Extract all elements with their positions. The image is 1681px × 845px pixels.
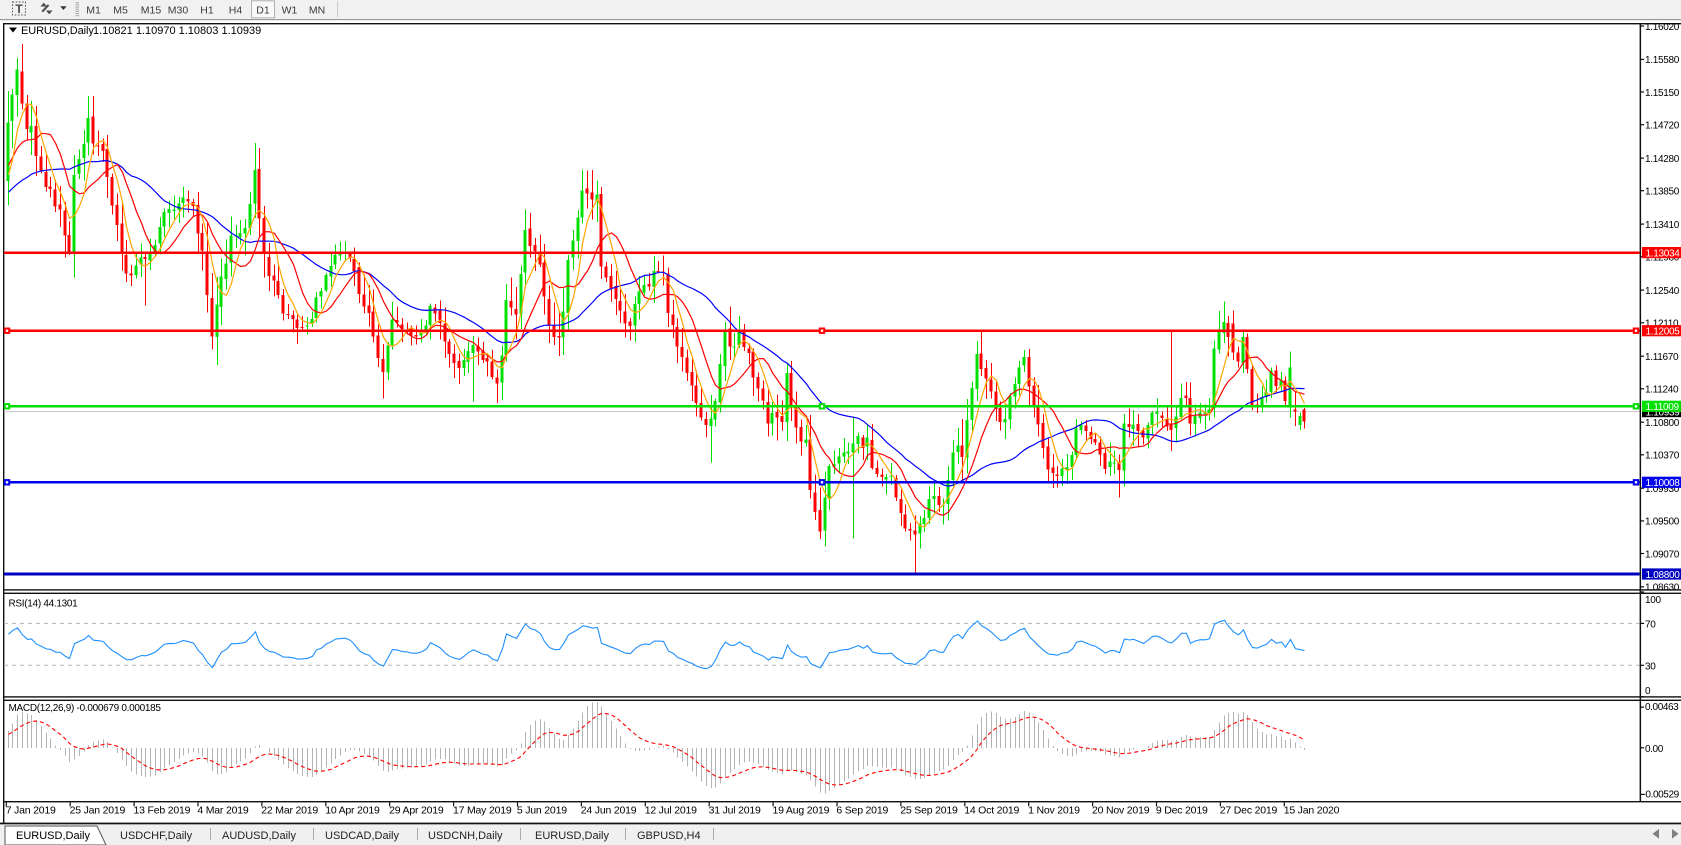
- svg-text:1.14280: 1.14280: [1645, 154, 1680, 165]
- svg-text:D1: D1: [256, 5, 270, 17]
- svg-text:30: 30: [1645, 661, 1656, 672]
- svg-text:1.08630: 1.08630: [1645, 583, 1680, 594]
- svg-text:19 Aug 2019: 19 Aug 2019: [773, 805, 830, 817]
- svg-text:EURUSD,Daily: EURUSD,Daily: [535, 830, 609, 842]
- svg-text:1.15150: 1.15150: [1645, 88, 1680, 99]
- svg-text:MACD(12,26,9) -0.000679 0.0001: MACD(12,26,9) -0.000679 0.000185: [9, 703, 162, 714]
- svg-text:1.10821 1.10970 1.10803 1.1093: 1.10821 1.10970 1.10803 1.10939: [93, 25, 261, 37]
- svg-text:1.09930: 1.09930: [1645, 484, 1680, 495]
- svg-text:M1: M1: [86, 5, 101, 17]
- svg-text:1.16020: 1.16020: [1645, 22, 1680, 33]
- svg-text:9 Dec 2019: 9 Dec 2019: [1156, 805, 1208, 817]
- svg-text:15 Jan 2020: 15 Jan 2020: [1284, 805, 1340, 817]
- svg-text:27 Dec 2019: 27 Dec 2019: [1220, 805, 1278, 817]
- svg-text:RSI(14) 44.1301: RSI(14) 44.1301: [9, 599, 79, 610]
- svg-text:USDCHF,Daily: USDCHF,Daily: [120, 830, 193, 842]
- svg-text:24 Jun 2019: 24 Jun 2019: [581, 805, 637, 817]
- svg-text:22 Mar 2019: 22 Mar 2019: [261, 805, 318, 817]
- svg-text:1 Nov 2019: 1 Nov 2019: [1028, 805, 1080, 817]
- svg-text:-0.00529: -0.00529: [1643, 790, 1680, 801]
- svg-text:5 Jun 2019: 5 Jun 2019: [517, 805, 567, 817]
- svg-text:EURUSD,Daily: EURUSD,Daily: [21, 25, 94, 37]
- svg-text:1.13410: 1.13410: [1645, 220, 1680, 231]
- svg-text:1.15580: 1.15580: [1645, 55, 1680, 66]
- svg-text:USDCNH,Daily: USDCNH,Daily: [428, 830, 503, 842]
- svg-text:1.13850: 1.13850: [1645, 187, 1680, 198]
- svg-text:0.00: 0.00: [1645, 744, 1664, 755]
- svg-text:20 Nov 2019: 20 Nov 2019: [1092, 805, 1150, 817]
- svg-text:1.13034: 1.13034: [1646, 249, 1681, 260]
- svg-text:10 Apr 2019: 10 Apr 2019: [325, 805, 380, 817]
- svg-text:17 May 2019: 17 May 2019: [453, 805, 512, 817]
- svg-text:M15: M15: [141, 5, 162, 17]
- svg-text:1.12005: 1.12005: [1646, 327, 1681, 338]
- svg-text:1.10008: 1.10008: [1646, 478, 1681, 489]
- svg-text:1.14720: 1.14720: [1645, 121, 1680, 132]
- svg-text:13 Feb 2019: 13 Feb 2019: [134, 805, 191, 817]
- svg-text:H4: H4: [229, 5, 243, 17]
- svg-text:12 Jul 2019: 12 Jul 2019: [645, 805, 697, 817]
- svg-text:1.11240: 1.11240: [1645, 385, 1679, 396]
- svg-text:29 Apr 2019: 29 Apr 2019: [389, 805, 444, 817]
- svg-text:25 Jan 2019: 25 Jan 2019: [70, 805, 126, 817]
- svg-text:1.08800: 1.08800: [1646, 570, 1681, 581]
- svg-text:25 Sep 2019: 25 Sep 2019: [900, 805, 958, 817]
- svg-text:1.11670: 1.11670: [1645, 352, 1679, 363]
- svg-text:T: T: [15, 2, 23, 16]
- svg-text:GBPUSD,H4: GBPUSD,H4: [637, 830, 701, 842]
- svg-text:1.12540: 1.12540: [1645, 286, 1680, 297]
- svg-text:0: 0: [1645, 686, 1651, 697]
- svg-text:1.10800: 1.10800: [1645, 418, 1680, 429]
- svg-text:1.10370: 1.10370: [1645, 451, 1680, 462]
- svg-text:31 Jul 2019: 31 Jul 2019: [709, 805, 761, 817]
- svg-text:70: 70: [1645, 619, 1656, 630]
- svg-text:6 Sep 2019: 6 Sep 2019: [836, 805, 888, 817]
- svg-text:1.11009: 1.11009: [1646, 402, 1680, 413]
- svg-text:1.12110: 1.12110: [1645, 319, 1679, 330]
- svg-text:M5: M5: [113, 5, 128, 17]
- svg-text:1.10939: 1.10939: [1646, 408, 1681, 419]
- svg-text:EURUSD,Daily: EURUSD,Daily: [16, 830, 90, 842]
- svg-text:7 Jan 2019: 7 Jan 2019: [6, 805, 56, 817]
- svg-text:M30: M30: [168, 5, 189, 17]
- svg-text:100: 100: [1645, 595, 1662, 606]
- svg-text:AUDUSD,Daily: AUDUSD,Daily: [222, 830, 296, 842]
- svg-text:4 Mar 2019: 4 Mar 2019: [197, 805, 248, 817]
- svg-text:14 Oct 2019: 14 Oct 2019: [964, 805, 1019, 817]
- svg-text:MN: MN: [309, 5, 325, 17]
- svg-text:1.09070: 1.09070: [1645, 549, 1680, 560]
- svg-text:H1: H1: [200, 5, 214, 17]
- svg-text:USDCAD,Daily: USDCAD,Daily: [325, 830, 399, 842]
- svg-text:W1: W1: [282, 5, 298, 17]
- svg-text:1.09500: 1.09500: [1645, 517, 1680, 528]
- svg-text:0.00463: 0.00463: [1645, 702, 1679, 713]
